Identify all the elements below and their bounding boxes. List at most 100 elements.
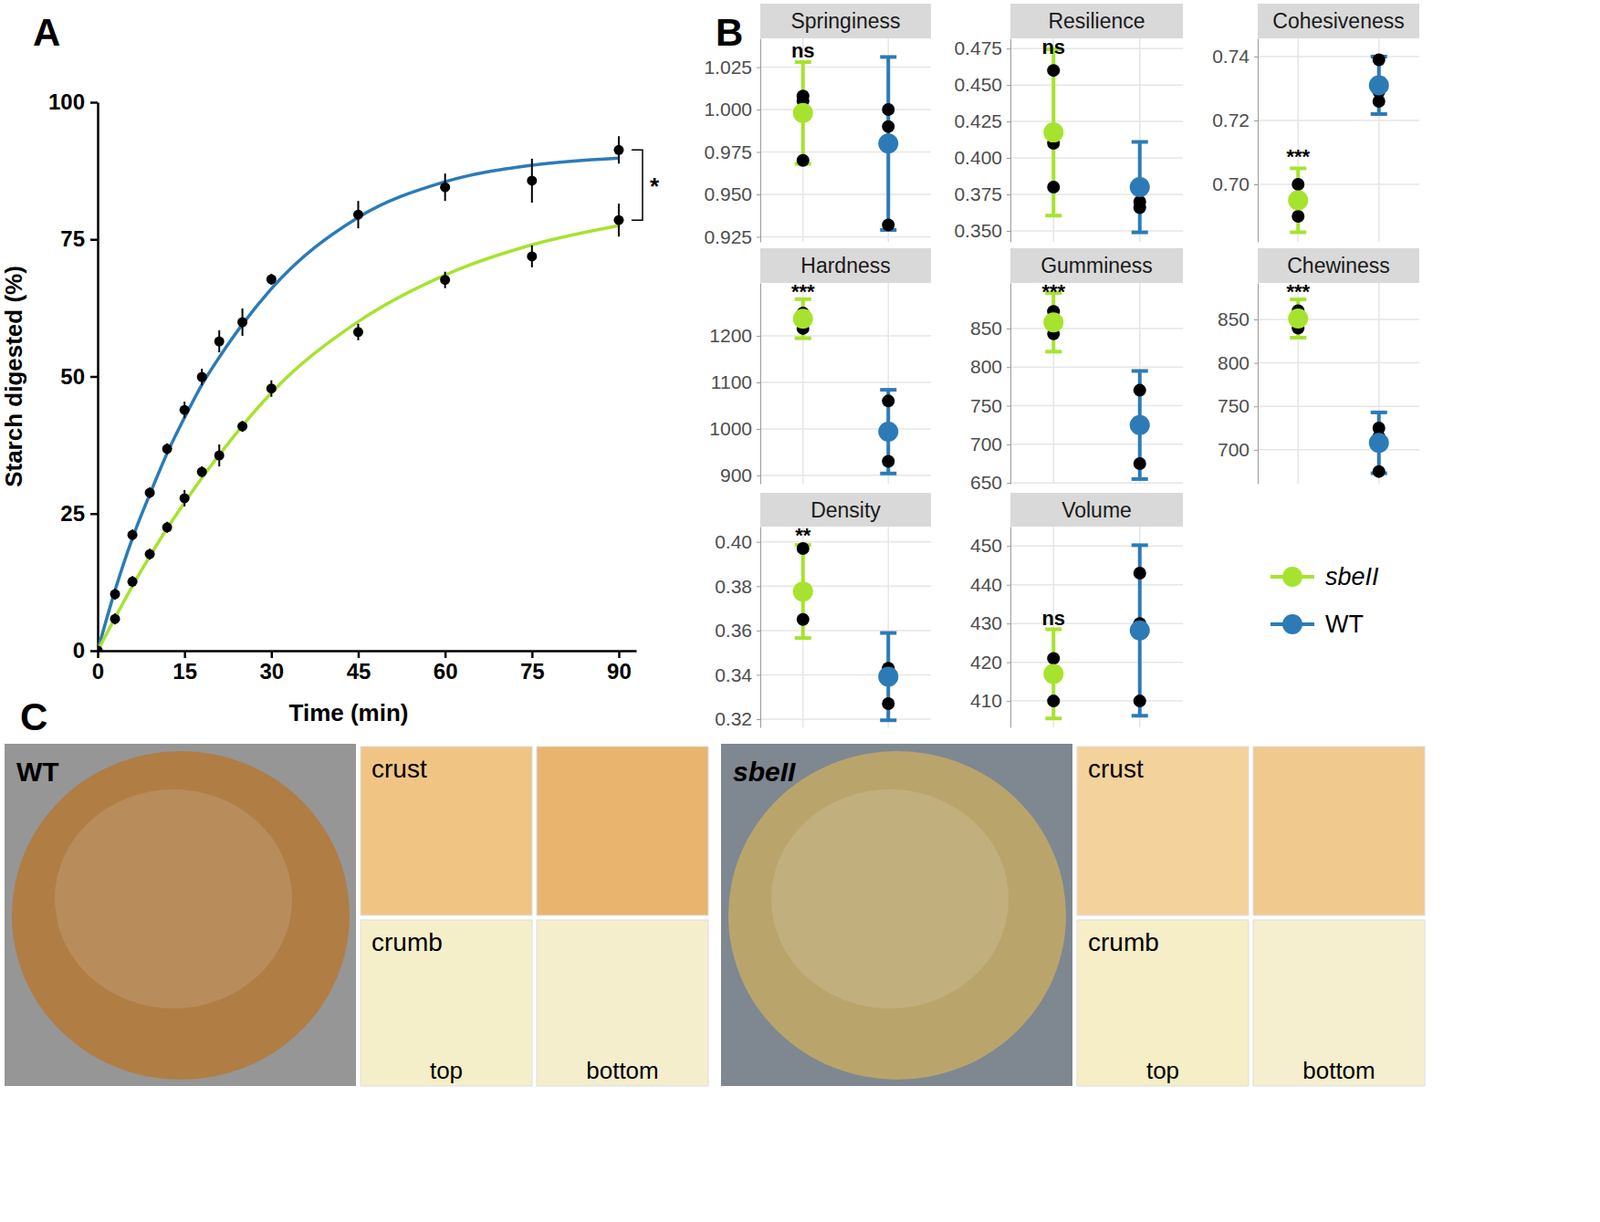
legend-label: WT — [1325, 610, 1364, 638]
grid-line — [1010, 584, 1183, 586]
tick-label: 0 — [92, 658, 105, 684]
tick-mark — [756, 67, 761, 69]
grid-line — [760, 66, 931, 69]
photo-caption: bottom — [585, 1056, 659, 1085]
replicate-point — [881, 394, 895, 408]
error-cap — [1131, 230, 1149, 235]
grid-line — [1257, 55, 1420, 58]
replicate-point — [881, 120, 895, 134]
replicate-point — [1046, 651, 1060, 665]
photo-caption: bottom — [1302, 1056, 1376, 1085]
tick-label: 900 — [720, 464, 753, 486]
significance-bracket — [631, 149, 643, 220]
panel-label: C — [20, 695, 48, 739]
grid-line-x — [1378, 38, 1381, 242]
tick: 0.400 — [953, 146, 1011, 168]
tick-label: 850 — [1217, 308, 1250, 330]
tick: 30 — [259, 650, 284, 684]
replicate-point — [1291, 209, 1305, 223]
tick-mark — [357, 650, 361, 659]
replicate-point — [1372, 52, 1386, 66]
tick: 0.350 — [953, 219, 1011, 241]
tick-label: 850 — [970, 317, 1003, 339]
photo-label: sbeII — [732, 756, 796, 787]
facet-strip — [1010, 248, 1183, 283]
error-cap — [1131, 713, 1149, 718]
data-point — [127, 576, 138, 587]
tick: 450 — [970, 534, 1011, 556]
figure-svg: A01530456075900255075100Time (min)Starch… — [0, 0, 1600, 1222]
panel-a: A01530456075900255075100Time (min)Starch… — [0, 10, 660, 727]
y-axis: 410420430440450 — [970, 527, 1012, 729]
tick: 45 — [346, 650, 372, 684]
tick-mark — [1006, 585, 1011, 586]
tick-mark — [444, 650, 448, 659]
error-cap — [1045, 349, 1062, 354]
grid-line — [1010, 443, 1183, 446]
y-axis: 0.9250.9500.9751.0001.025 — [703, 39, 761, 248]
tick: 90 — [606, 650, 632, 684]
tick-mark — [756, 428, 761, 430]
significance-label: ns — [1041, 606, 1066, 630]
tick-mark — [756, 152, 761, 154]
data-point — [266, 274, 277, 285]
detail-photo — [360, 746, 533, 916]
tick-label: 0.925 — [703, 226, 753, 248]
tick-mark — [1006, 545, 1011, 547]
grid-line — [1010, 622, 1183, 625]
fit-line — [97, 157, 619, 651]
data-point — [179, 405, 190, 416]
data-point — [266, 383, 277, 394]
mean-point — [1369, 432, 1390, 453]
tick-mark — [1254, 363, 1258, 365]
loaf — [728, 751, 1067, 1080]
photo-caption: top — [429, 1056, 463, 1085]
facet-strip — [760, 248, 931, 283]
data-point — [526, 175, 537, 186]
grid-line — [1010, 156, 1183, 159]
tick-label: 0.475 — [953, 37, 1003, 59]
tick: 0 — [92, 650, 105, 684]
tick: 0.34 — [714, 664, 761, 686]
tick-mark — [756, 630, 761, 632]
tick: 1.025 — [703, 56, 761, 78]
tick-mark — [90, 376, 98, 379]
error-cap — [879, 718, 897, 722]
y-axis-title: Starch digested (%) — [0, 265, 28, 488]
tick-label: 15 — [172, 658, 198, 684]
tick: 15 — [172, 650, 198, 684]
plot-area — [1043, 49, 1151, 233]
tick-label: 750 — [970, 395, 1003, 417]
plot-area — [793, 299, 900, 474]
tick-label: 0.40 — [714, 531, 753, 553]
grid-line — [760, 474, 931, 477]
tick-mark — [1254, 120, 1258, 122]
replicate-point — [1291, 177, 1305, 191]
tick-label: 0.38 — [714, 575, 753, 597]
legend-label: sbeII — [1325, 563, 1380, 591]
tick-label: 30 — [259, 658, 284, 684]
mean-point — [878, 421, 899, 442]
tick-label: 0.32 — [714, 708, 753, 730]
facet-strip — [760, 492, 931, 527]
significance-label: ** — [794, 523, 812, 547]
plot-area — [1287, 299, 1390, 479]
data-point — [145, 487, 156, 498]
tick: 0.32 — [714, 708, 761, 730]
data-point — [237, 317, 248, 328]
tick-mark — [756, 719, 761, 721]
grid-line — [760, 151, 931, 154]
data-point — [353, 209, 364, 220]
mean-point — [878, 666, 899, 687]
plot-area — [793, 56, 900, 231]
loaf — [11, 751, 350, 1080]
tick-label: 0.975 — [703, 141, 753, 163]
data-point — [110, 589, 121, 600]
detail-photo — [536, 920, 709, 1087]
detail-photo — [536, 746, 709, 916]
facet-title: Chewiness — [1286, 253, 1391, 278]
tick-label: 1.025 — [703, 56, 753, 78]
grid-line — [760, 428, 931, 430]
tick-label: 0.34 — [714, 664, 753, 686]
x-axis-title: Time (min) — [289, 699, 409, 727]
